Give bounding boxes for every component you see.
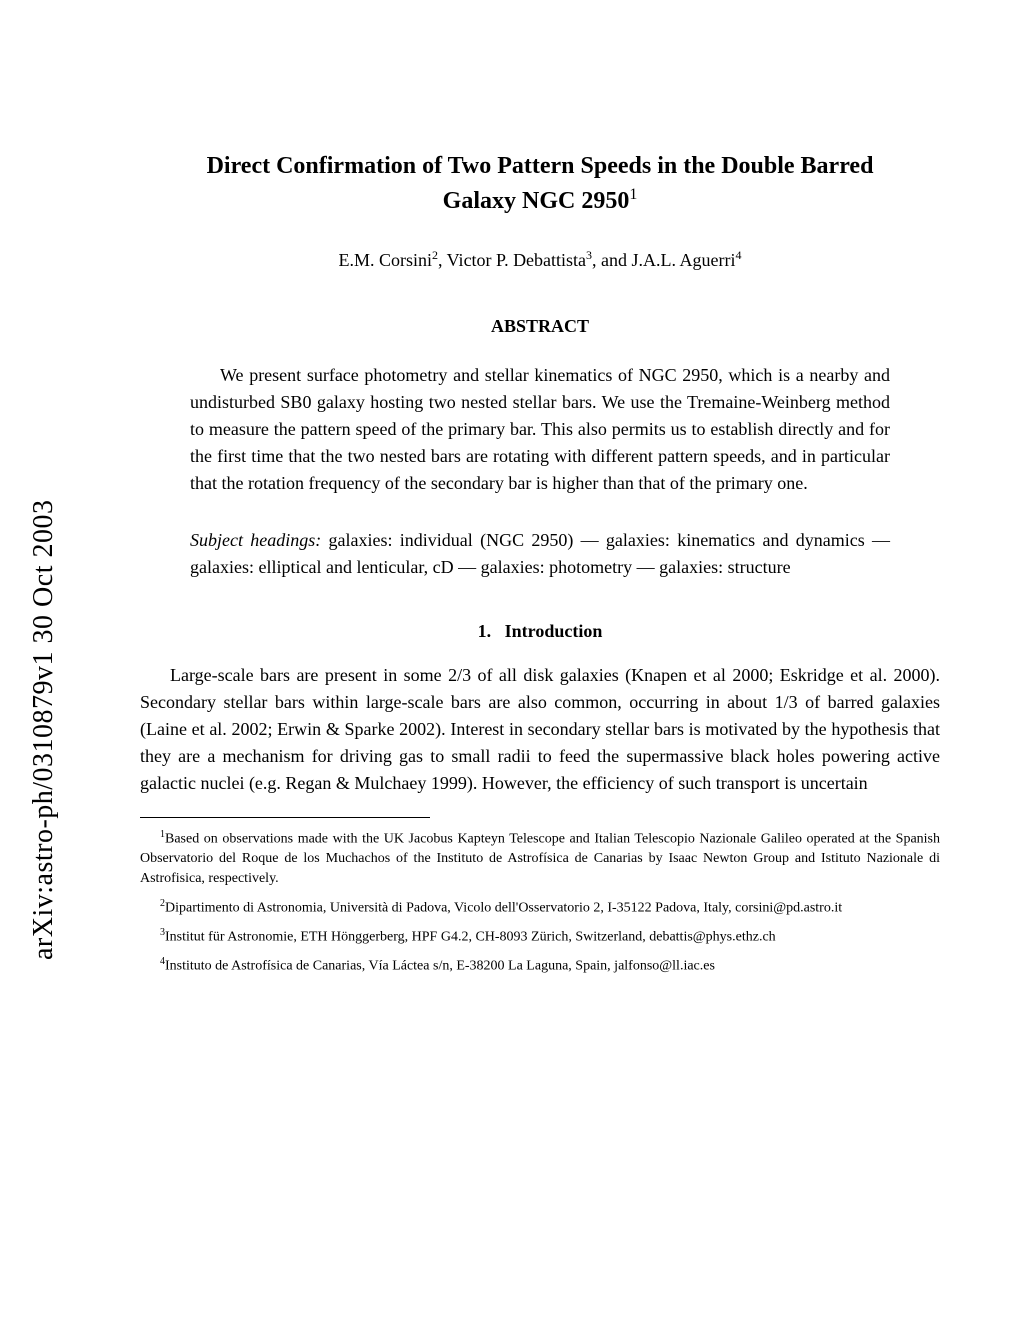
arxiv-identifier: arXiv:astro-ph/0310879v1 30 Oct 2003 <box>28 500 60 961</box>
footnote-1-text: Based on observations made with the UK J… <box>140 832 940 886</box>
subject-headings-label: Subject headings: <box>190 530 321 550</box>
paper-content: Direct Confirmation of Two Pattern Speed… <box>140 150 940 984</box>
footnote-separator <box>140 817 430 818</box>
author-1: E.M. Corsini <box>338 250 432 270</box>
subject-headings: Subject headings: galaxies: individual (… <box>190 527 890 581</box>
footnote-4: 4Instituto de Astrofísica de Canarias, V… <box>140 955 940 976</box>
footnote-4-text: Instituto de Astrofísica de Canarias, Ví… <box>165 959 715 974</box>
authors-line: E.M. Corsini2, Victor P. Debattista3, an… <box>140 248 940 271</box>
footnote-1: 1Based on observations made with the UK … <box>140 828 940 888</box>
section-number: 1. <box>478 621 492 641</box>
abstract-body: We present surface photometry and stella… <box>190 362 890 497</box>
author-separator-1: , Victor P. Debattista <box>438 250 586 270</box>
title-line-2: Galaxy NGC 2950 <box>443 188 630 214</box>
footnote-3-text: Institut für Astronomie, ETH Hönggerberg… <box>165 930 776 945</box>
footnote-2-text: Dipartimento di Astronomia, Università d… <box>165 900 842 915</box>
footnote-3: 3Institut für Astronomie, ETH Hönggerber… <box>140 926 940 947</box>
section-title: Introduction <box>505 621 603 641</box>
title-line-1: Direct Confirmation of Two Pattern Speed… <box>207 153 874 179</box>
author-separator-2: , and J.A.L. Aguerri <box>592 250 735 270</box>
author-3-affiliation: 4 <box>736 248 742 262</box>
abstract-heading: ABSTRACT <box>140 316 940 337</box>
paper-title: Direct Confirmation of Two Pattern Speed… <box>140 150 940 218</box>
title-footnote-marker: 1 <box>629 186 637 203</box>
introduction-paragraph: Large-scale bars are present in some 2/3… <box>140 662 940 797</box>
section-heading: 1. Introduction <box>140 621 940 642</box>
footnote-2: 2Dipartimento di Astronomia, Università … <box>140 897 940 918</box>
